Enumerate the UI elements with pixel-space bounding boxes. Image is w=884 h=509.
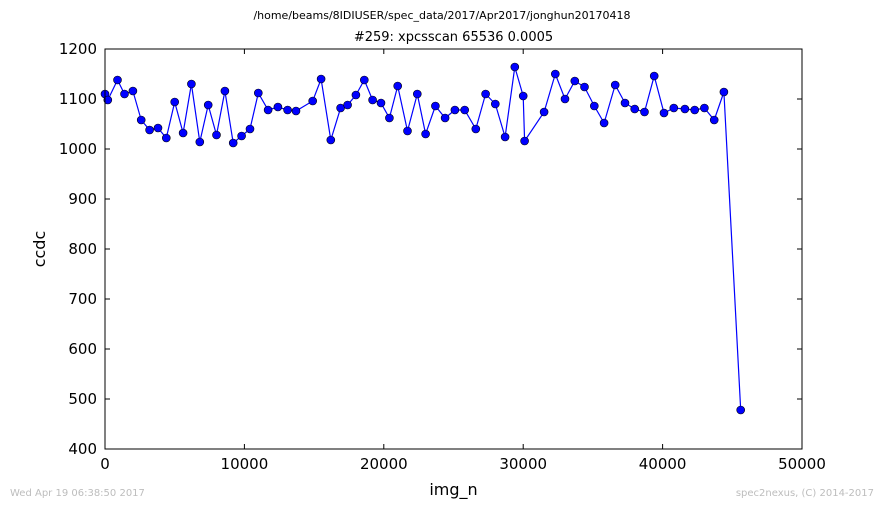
data-point: [253, 88, 263, 98]
data-point: [580, 82, 589, 92]
series-line: [104, 66, 742, 411]
timestamp-footer: Wed Apr 19 06:38:50 2017: [10, 488, 145, 499]
data-point: [589, 101, 599, 111]
y-tick-label: 900: [68, 190, 97, 208]
data-point: [510, 62, 520, 72]
data-point: [359, 75, 369, 85]
data-point: [326, 135, 336, 145]
y-tick-label: 1200: [59, 40, 97, 58]
y-tick-label: 600: [68, 340, 97, 358]
plot-frame: [104, 48, 803, 450]
data-point: [351, 90, 361, 100]
data-point: [291, 106, 301, 116]
y-tick-label: 700: [68, 290, 97, 308]
y-tick-label: 1100: [59, 90, 97, 108]
data-point: [228, 138, 238, 148]
x-tick-label: 50000: [778, 455, 826, 473]
data-point: [308, 96, 318, 106]
data-point: [412, 89, 422, 99]
data-point: [471, 124, 481, 134]
y-tick-label: 400: [68, 440, 97, 458]
data-point: [669, 103, 679, 113]
data-point: [610, 80, 620, 90]
data-point: [518, 91, 528, 101]
y-tick-label: 800: [68, 240, 97, 258]
data-point: [170, 97, 179, 107]
data-point: [421, 129, 430, 139]
data-point: [283, 105, 292, 115]
data-point: [431, 101, 440, 111]
data-point: [178, 128, 188, 138]
data-point: [113, 75, 122, 85]
data-point: [162, 133, 171, 143]
data-point: [560, 94, 570, 104]
data-point: [195, 137, 205, 147]
data-point: [500, 132, 510, 142]
data-point: [690, 105, 700, 115]
data-point: [237, 131, 246, 141]
copyright-footer: spec2nexus, (C) 2014-2017: [735, 488, 874, 499]
data-point: [136, 115, 146, 125]
x-tick-label: 10000: [221, 455, 269, 473]
data-point: [263, 105, 273, 115]
series-layer: [100, 62, 746, 415]
data-point: [640, 107, 649, 117]
data-point: [460, 105, 470, 115]
data-point: [659, 108, 669, 118]
data-point: [368, 95, 377, 105]
data-point: [719, 87, 729, 97]
data-point: [550, 69, 560, 79]
data-point: [120, 89, 129, 99]
data-point: [736, 405, 746, 415]
data-point: [599, 118, 609, 128]
data-point: [343, 100, 352, 110]
file-path-title: /home/beams/8IDIUSER/spec_data/2017/Apr2…: [253, 9, 631, 22]
data-point: [403, 126, 412, 136]
data-point: [153, 123, 163, 133]
data-point: [450, 105, 460, 115]
data-point: [520, 136, 529, 146]
data-point: [187, 79, 196, 89]
data-point: [220, 86, 230, 96]
x-tick-label: 30000: [499, 455, 547, 473]
x-tick-label: 0: [100, 455, 110, 473]
data-point: [393, 81, 403, 91]
data-point: [481, 89, 490, 99]
y-axis-label: ccdc: [30, 231, 49, 268]
y-tick-label: 500: [68, 390, 97, 408]
data-point: [145, 125, 154, 135]
data-point: [103, 95, 113, 105]
data-point: [700, 103, 709, 113]
data-point: [570, 76, 580, 86]
data-point: [273, 102, 283, 112]
data-point: [440, 113, 450, 123]
y-tick-label: 1000: [59, 140, 97, 158]
y-axis-ticks: 400 500 600 700 800 900 1000 1100 1200: [59, 40, 802, 458]
x-tick-label: 20000: [360, 455, 408, 473]
data-point: [385, 113, 394, 123]
data-point: [212, 130, 221, 140]
data-point: [649, 71, 659, 81]
data-point: [245, 124, 255, 134]
data-point: [539, 107, 549, 117]
x-axis-label: img_n: [429, 480, 477, 500]
x-tick-label: 40000: [639, 455, 687, 473]
x-axis-ticks: 0 10000 20000 30000 40000 50000: [100, 49, 826, 473]
data-point: [680, 104, 690, 114]
data-point: [490, 99, 500, 109]
plot-title: #259: xpcsscan 65536 0.0005: [353, 30, 554, 45]
data-point: [316, 74, 326, 84]
data-point: [630, 104, 640, 114]
data-point: [620, 98, 630, 108]
data-point: [376, 98, 386, 108]
data-point: [128, 86, 138, 96]
data-point: [709, 115, 719, 125]
data-point: [203, 100, 213, 110]
